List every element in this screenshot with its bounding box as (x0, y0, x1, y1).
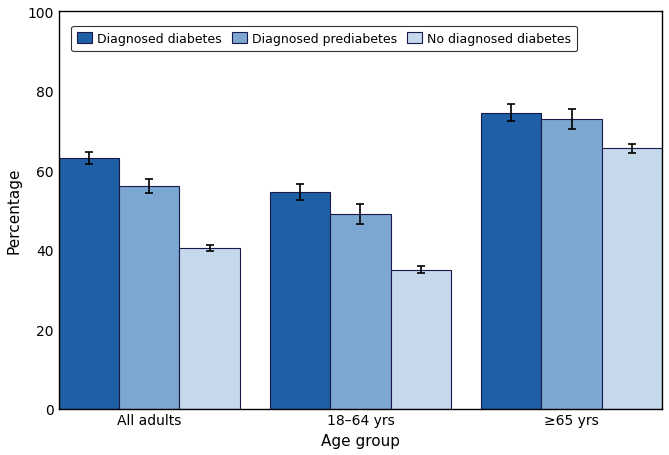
Y-axis label: Percentage: Percentage (7, 167, 22, 254)
Bar (601, 149, 662, 409)
Bar (541, 119, 601, 409)
Bar (391, 270, 451, 409)
X-axis label: Age group: Age group (321, 433, 400, 448)
Bar (59, 159, 119, 409)
Bar (270, 193, 330, 409)
Bar (119, 187, 179, 409)
Bar (330, 215, 391, 409)
Bar (481, 113, 541, 409)
Legend: Diagnosed diabetes, Diagnosed prediabetes, No diagnosed diabetes: Diagnosed diabetes, Diagnosed prediabete… (71, 26, 577, 52)
Bar (179, 248, 240, 409)
